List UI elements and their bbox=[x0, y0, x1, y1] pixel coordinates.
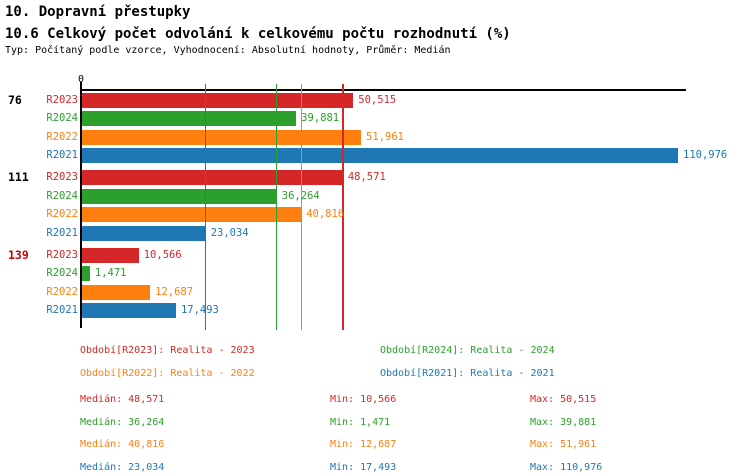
bar bbox=[82, 266, 90, 282]
bar-series-label: R2024 bbox=[46, 112, 78, 125]
bar-value-label: 1,471 bbox=[94, 267, 127, 280]
bar-value-label: 10,566 bbox=[143, 248, 182, 261]
bar bbox=[82, 170, 343, 186]
stat-max-r2022: Max: 51,961 bbox=[530, 439, 597, 450]
bar bbox=[82, 284, 151, 300]
group-label: 76 bbox=[8, 93, 22, 107]
bar-series-label: R2023 bbox=[46, 94, 78, 106]
legend-item-r2022: Období[R2022]: Realita - 2022 bbox=[80, 368, 255, 379]
bar-value-label: 17,493 bbox=[180, 304, 219, 316]
legend-item-r2021: Období[R2021]: Realita - 2021 bbox=[380, 368, 555, 379]
legend-item-r2023: Období[R2023]: Realita - 2023 bbox=[80, 345, 255, 356]
bar-value-label: 110,976 bbox=[683, 149, 728, 162]
bar bbox=[82, 247, 139, 263]
stat-min-r2023: Min: 10,566 bbox=[330, 394, 397, 405]
bar-series-label: R2024 bbox=[46, 267, 78, 280]
y-axis-line bbox=[79, 82, 82, 328]
stat-median-r2024: Medián: 36,264 bbox=[80, 416, 165, 428]
stat-max-r2023: Max: 50,515 bbox=[530, 394, 597, 405]
chart-stats: Medián: 48,571 Min: 10,566 Max: 50,515 Medi… bbox=[0, 388, 750, 476]
stat-max-r2021: Max: 110,976 bbox=[530, 461, 603, 473]
stat-max-r2024: Max: 39,881 bbox=[530, 416, 597, 428]
bar-series-label: R2021 bbox=[46, 304, 78, 316]
bar bbox=[82, 303, 176, 318]
stat-median-r2023: Medián: 48,571 bbox=[80, 394, 165, 405]
bar-value-label: 36,264 bbox=[281, 189, 320, 202]
bar bbox=[82, 207, 302, 223]
bar-series-label: R2022 bbox=[46, 208, 78, 221]
bar bbox=[82, 129, 362, 145]
bar-series-label: R2021 bbox=[46, 226, 78, 239]
chart-meta-line: Typ: Počítaný podle vzorce, Vyhodnocení:… bbox=[5, 45, 451, 56]
chart-plot: 76 R2023 50,515 R2024 39,881 R2022 51,961 R2021… bbox=[8, 82, 728, 330]
chart-subtitle: 10.6 Celkový počet odvolání k celkovému … bbox=[5, 26, 511, 42]
bar-value-label: 40,816 bbox=[306, 208, 345, 221]
bar bbox=[82, 148, 678, 164]
chart-title: 10. Dopravní přestupky bbox=[5, 4, 191, 20]
bar-value-label: 48,571 bbox=[347, 171, 386, 184]
stat-min-r2022: Min: 12,687 bbox=[330, 439, 397, 450]
legend-item-r2024: Období[R2024]: Realita - 2024 bbox=[380, 345, 555, 356]
median-line-r2023 bbox=[342, 84, 344, 330]
bar-series-label: R2023 bbox=[46, 248, 78, 261]
bar-value-label: 39,881 bbox=[301, 112, 340, 125]
median-line-r2022 bbox=[300, 84, 302, 330]
bar-series-label: R2023 bbox=[46, 171, 78, 184]
x-axis-line bbox=[79, 89, 686, 91]
bar bbox=[82, 225, 206, 241]
bar bbox=[82, 188, 277, 204]
bar-value-label: 23,034 bbox=[210, 226, 249, 239]
stat-min-r2021: Min: 17,493 bbox=[330, 461, 397, 473]
stat-min-r2024: Min: 1,471 bbox=[330, 416, 391, 428]
chart-legend: Období[R2023]: Realita - 2023 Období[R202… bbox=[0, 340, 750, 392]
x-axis-zero-label: 0 bbox=[77, 74, 85, 85]
group-label: 111 bbox=[8, 170, 29, 185]
bar-series-label: R2024 bbox=[46, 189, 78, 202]
median-line-r2024 bbox=[276, 84, 278, 330]
bar-series-label: R2022 bbox=[46, 285, 78, 298]
bar-value-label: 51,961 bbox=[366, 130, 404, 143]
bar-value-label: 12,687 bbox=[155, 285, 194, 298]
stat-median-r2021: Medián: 23,034 bbox=[80, 461, 165, 473]
bar bbox=[82, 111, 297, 127]
stat-median-r2022: Medián: 40,816 bbox=[80, 439, 165, 450]
bar-value-label: 50,515 bbox=[358, 94, 397, 106]
bar-series-label: R2021 bbox=[46, 149, 78, 162]
group-label: 139 bbox=[8, 247, 29, 262]
median-line-r2021 bbox=[205, 84, 207, 330]
bar-series-label: R2022 bbox=[46, 130, 78, 143]
bar bbox=[82, 93, 354, 108]
